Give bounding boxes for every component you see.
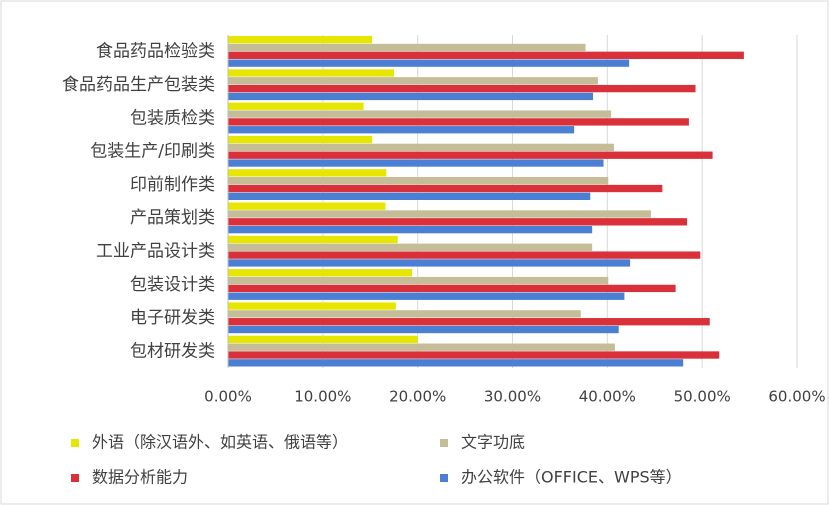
x-tick-label: 10.00% [294, 388, 351, 406]
legend-swatch [71, 474, 79, 482]
bar [228, 251, 701, 259]
bar [228, 84, 696, 93]
bar [228, 318, 710, 326]
bar [228, 351, 720, 359]
legend-label: 文字功底 [461, 433, 525, 452]
legend-swatch [71, 439, 79, 447]
bar [228, 359, 684, 367]
y-tick-label: 食品药品生产包装类 [62, 75, 215, 95]
bar [228, 259, 631, 267]
bar [228, 310, 581, 318]
legend-swatch [440, 474, 448, 482]
bar [228, 184, 663, 193]
bar [228, 225, 593, 234]
bar [228, 218, 687, 226]
legend-label: 办公软件（OFFICE、WPS等） [461, 468, 682, 487]
bar [228, 143, 614, 152]
x-tick-label: 40.00% [579, 388, 636, 406]
bar [228, 202, 386, 210]
bar [228, 343, 615, 351]
bar [228, 177, 609, 185]
bar [228, 192, 591, 200]
y-tick-label: 产品策划类 [130, 208, 215, 228]
bar [228, 302, 396, 310]
bar [228, 235, 398, 244]
bar [228, 276, 609, 285]
bar [228, 77, 598, 85]
y-tick-label: 工业产品设计类 [96, 241, 215, 261]
bar [228, 243, 593, 251]
x-tick-label: 50.00% [674, 388, 731, 406]
y-tick-label: 包装生产/印刷类 [90, 142, 215, 162]
bar [228, 51, 744, 59]
bar [228, 126, 575, 134]
bar [228, 118, 689, 126]
bar [228, 59, 630, 67]
x-tick-label: 60.00% [768, 388, 825, 406]
y-tick-label: 包材研发类 [130, 341, 215, 361]
y-tick-label: 食品药品检验类 [96, 42, 215, 62]
bar [228, 284, 676, 293]
bar [228, 292, 625, 300]
legend-label: 外语（除汉语外、如英语、俄语等） [92, 433, 348, 452]
bar [228, 36, 373, 44]
bar [228, 151, 713, 159]
bar [228, 210, 651, 218]
bar [228, 335, 418, 344]
bar [228, 325, 619, 334]
y-tick-label: 包装设计类 [130, 275, 215, 295]
bar [228, 269, 412, 277]
bar [228, 43, 586, 52]
bar [228, 92, 594, 101]
x-tick-label: 20.00% [389, 388, 446, 406]
x-tick-label: 0.00% [204, 388, 252, 406]
y-tick-label: 电子研发类 [130, 308, 215, 328]
y-tick-label: 包装质检类 [130, 108, 215, 128]
bar [228, 159, 604, 167]
y-tick-label: 印前制作类 [130, 175, 215, 195]
legend-label: 数据分析能力 [92, 468, 188, 487]
bar [228, 169, 387, 177]
bar [228, 69, 394, 77]
legend-swatch [440, 439, 448, 447]
bar [228, 110, 612, 118]
x-tick-label: 30.00% [484, 388, 541, 406]
bar [228, 102, 364, 110]
bar [228, 135, 373, 144]
